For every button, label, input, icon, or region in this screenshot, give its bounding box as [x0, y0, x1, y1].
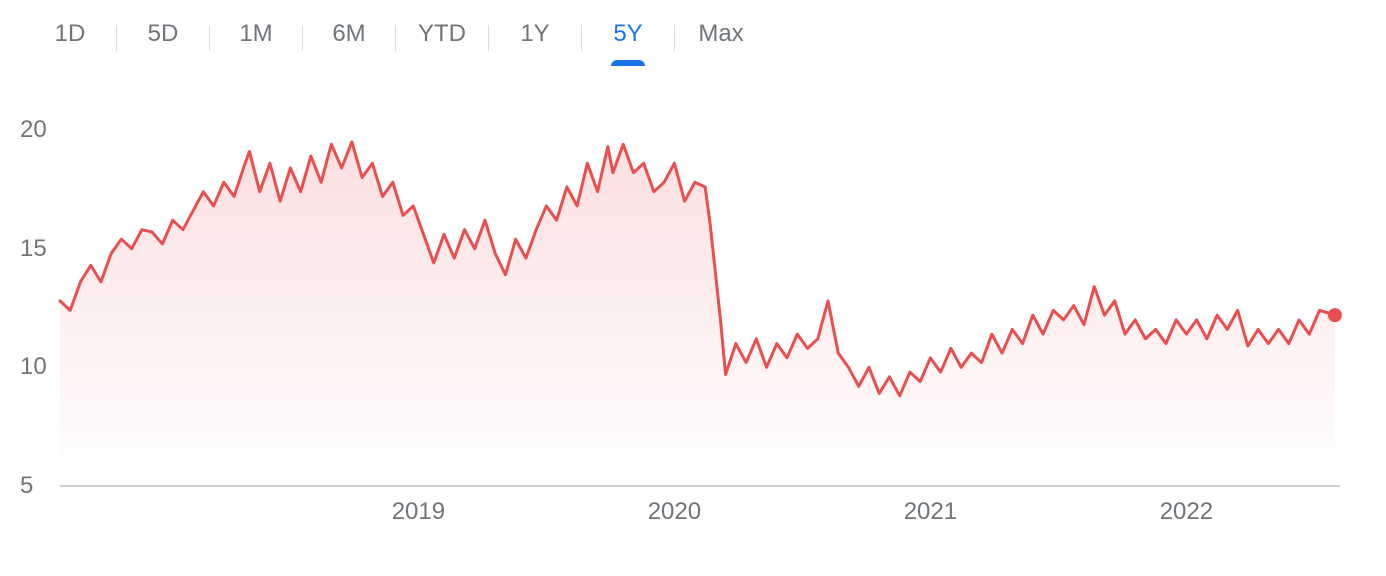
chart-svg [0, 120, 1386, 540]
area-fill [60, 142, 1335, 486]
tab-6m[interactable]: 6M [303, 12, 395, 64]
tab-label: Max [698, 20, 743, 47]
tab-5d[interactable]: 5D [117, 12, 209, 64]
tab-1d[interactable]: 1D [24, 12, 116, 64]
x-tick-label: 2019 [392, 498, 445, 526]
y-tick-label: 5 [20, 472, 60, 500]
stock-chart-widget: 1D 5D 1M 6M YTD 1Y 5Y Max 5 10 15 20 2019 20… [0, 0, 1386, 576]
y-tick-label: 15 [20, 235, 60, 263]
tab-max[interactable]: Max [675, 12, 767, 64]
price-chart[interactable]: 5101520 2019202020212022 [0, 120, 1386, 540]
tab-label: 1D [55, 20, 86, 47]
y-tick-label: 10 [20, 353, 60, 381]
tab-ytd[interactable]: YTD [396, 12, 488, 64]
tab-label: 1Y [520, 20, 549, 47]
x-tick-label: 2021 [904, 498, 957, 526]
active-tab-indicator [611, 60, 645, 66]
tab-label: 5D [148, 20, 179, 47]
current-price-marker [1328, 308, 1342, 322]
tab-label: 5Y [613, 20, 642, 47]
tab-label: 1M [239, 20, 272, 47]
tab-label: YTD [418, 20, 466, 47]
tab-1y[interactable]: 1Y [489, 12, 581, 64]
tab-label: 6M [332, 20, 365, 47]
time-range-tabs: 1D 5D 1M 6M YTD 1Y 5Y Max [24, 16, 767, 60]
x-tick-label: 2022 [1160, 498, 1213, 526]
tab-1m[interactable]: 1M [210, 12, 302, 64]
y-tick-label: 20 [20, 116, 60, 144]
x-tick-label: 2020 [648, 498, 701, 526]
tab-5y[interactable]: 5Y [582, 12, 674, 64]
